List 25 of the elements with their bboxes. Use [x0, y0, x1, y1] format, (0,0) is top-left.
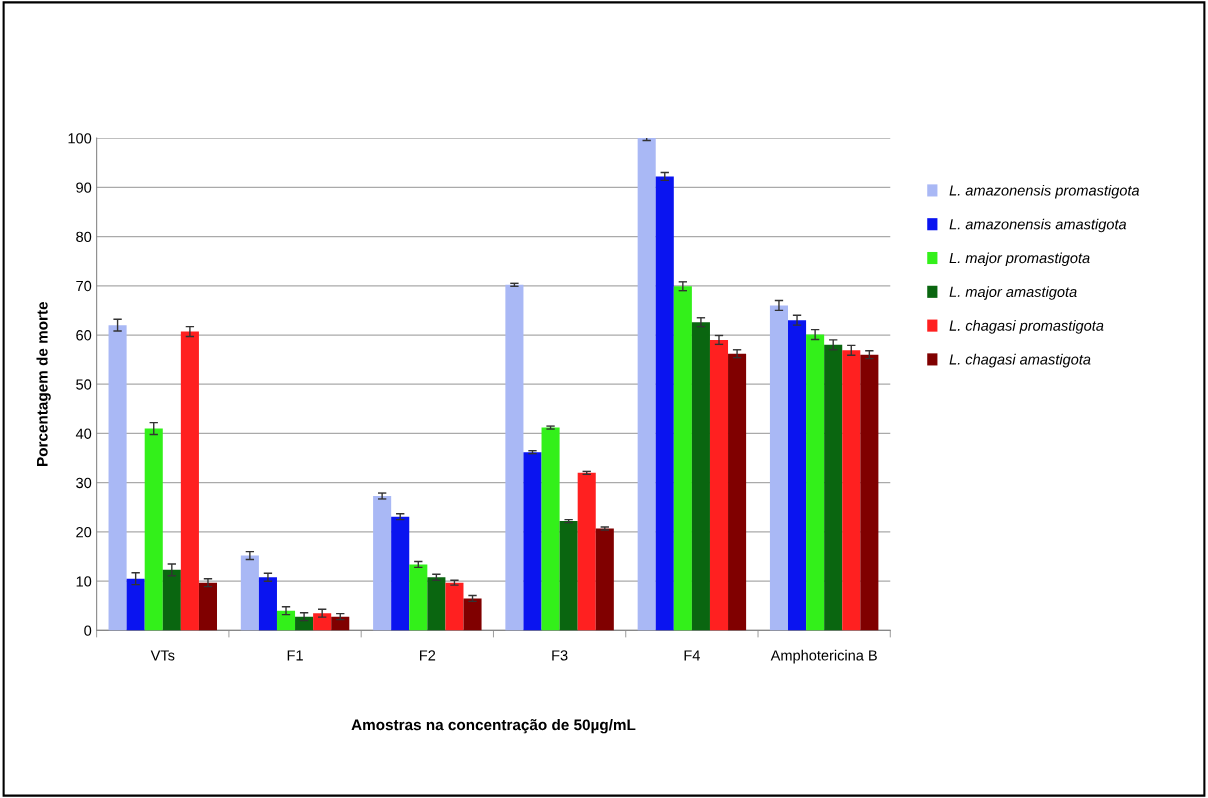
x-axis-title: Amostras na concentração de 50µg/mL [351, 719, 636, 734]
legend-label: L. chagasi promastigota [949, 320, 1104, 334]
legend-label: L. major amastigota [949, 286, 1077, 300]
y-tick-label: 80 [76, 231, 92, 242]
y-tick-label: 20 [76, 527, 92, 538]
legend-label: L. amazonensis amastigota [949, 218, 1127, 233]
legend-label: L. chagasi amastigota [949, 353, 1091, 368]
x-tick-label: F2 [420, 650, 436, 661]
legend-label: L. major promastigota [949, 252, 1090, 267]
y-tick-label: 50 [76, 379, 92, 390]
y-tick-label: 0 [84, 625, 92, 636]
legend-label: L. amazonensis promastigota [949, 184, 1140, 199]
x-tick-label: VTs [150, 650, 175, 661]
y-tick-label: 70 [76, 280, 92, 292]
y-tick-label: 60 [76, 330, 92, 341]
y-tick-label: 10 [76, 576, 92, 587]
x-tick-label: F1 [287, 650, 303, 661]
y-tick-label: 30 [76, 477, 92, 489]
y-tick-label: 100 [68, 133, 92, 144]
x-tick-label: Amphotericina B [770, 649, 877, 664]
x-tick-label: F3 [552, 650, 568, 661]
x-tick-label: F4 [684, 650, 700, 661]
y-tick-label: 40 [75, 428, 92, 439]
y-axis-title: Porcentagem de morte [36, 301, 51, 466]
y-tick-label: 90 [76, 182, 92, 193]
